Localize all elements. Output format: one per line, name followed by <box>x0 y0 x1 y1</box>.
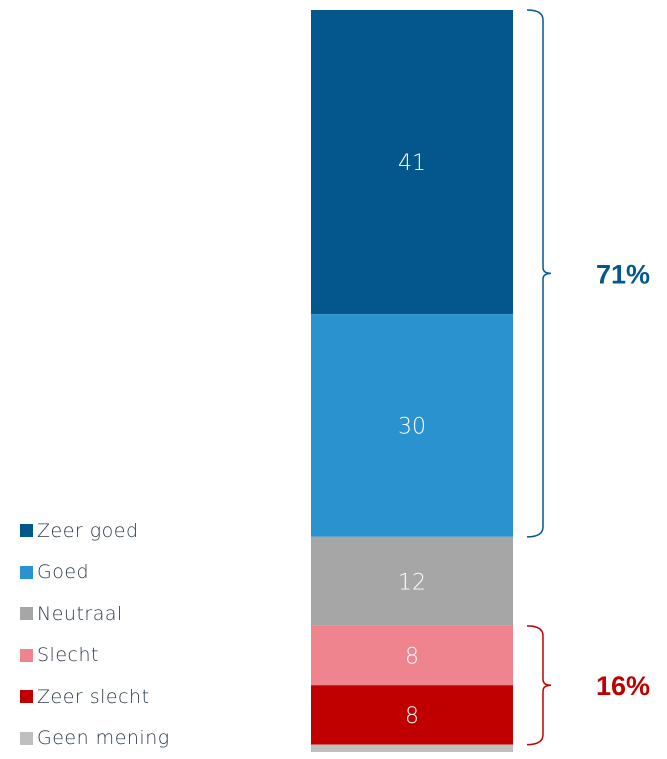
chart-legend: Zeer goed Goed Neutraal Slecht Zeer slecht Ge… <box>20 510 170 759</box>
legend-label-geen-mening: Geen mening <box>37 727 170 749</box>
legend-item-neutraal: Neutraal <box>20 593 170 635</box>
data-label-goed: 30 <box>398 415 426 440</box>
legend-label-goed: Goed <box>37 561 89 583</box>
data-label-zeer-goed: 41 <box>398 151 426 176</box>
data-label-zeer-slecht: 8 <box>405 704 419 729</box>
bar-segment-geen-mening <box>311 745 513 752</box>
legend-item-zeer-goed: Zeer goed <box>20 510 170 552</box>
bracket-0 <box>527 10 551 537</box>
legend-label-zeer-goed: Zeer goed <box>37 520 139 542</box>
legend-swatch-zeer-slecht <box>20 690 33 703</box>
bracket-total-0: 71% <box>596 259 650 289</box>
data-label-slecht: 8 <box>405 645 419 670</box>
bracket-1 <box>527 626 551 745</box>
legend-swatch-slecht <box>20 649 33 662</box>
legend-item-geen-mening: Geen mening <box>20 718 170 759</box>
legend-swatch-zeer-goed <box>20 524 33 537</box>
legend-swatch-goed <box>20 566 33 579</box>
legend-item-zeer-slecht: Zeer slecht <box>20 676 170 718</box>
data-label-neutraal: 12 <box>398 570 426 595</box>
legend-label-neutraal: Neutraal <box>37 603 123 625</box>
legend-item-goed: Goed <box>20 552 170 594</box>
legend-swatch-neutraal <box>20 607 33 620</box>
legend-item-slecht: Slecht <box>20 635 170 677</box>
legend-label-zeer-slecht: Zeer slecht <box>37 686 150 708</box>
legend-swatch-geen-mening <box>20 732 33 745</box>
legend-label-slecht: Slecht <box>37 644 99 666</box>
bracket-total-1: 16% <box>596 671 650 701</box>
